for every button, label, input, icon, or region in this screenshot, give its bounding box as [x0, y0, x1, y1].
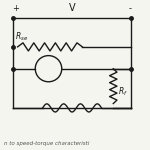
Text: V: V [69, 3, 75, 14]
Text: -: - [129, 4, 132, 14]
Text: +: + [12, 4, 19, 14]
Text: $R_{se}$: $R_{se}$ [15, 31, 28, 43]
Text: n to speed-torque characteristi: n to speed-torque characteristi [4, 141, 90, 146]
Text: $R_f$: $R_f$ [118, 85, 128, 98]
